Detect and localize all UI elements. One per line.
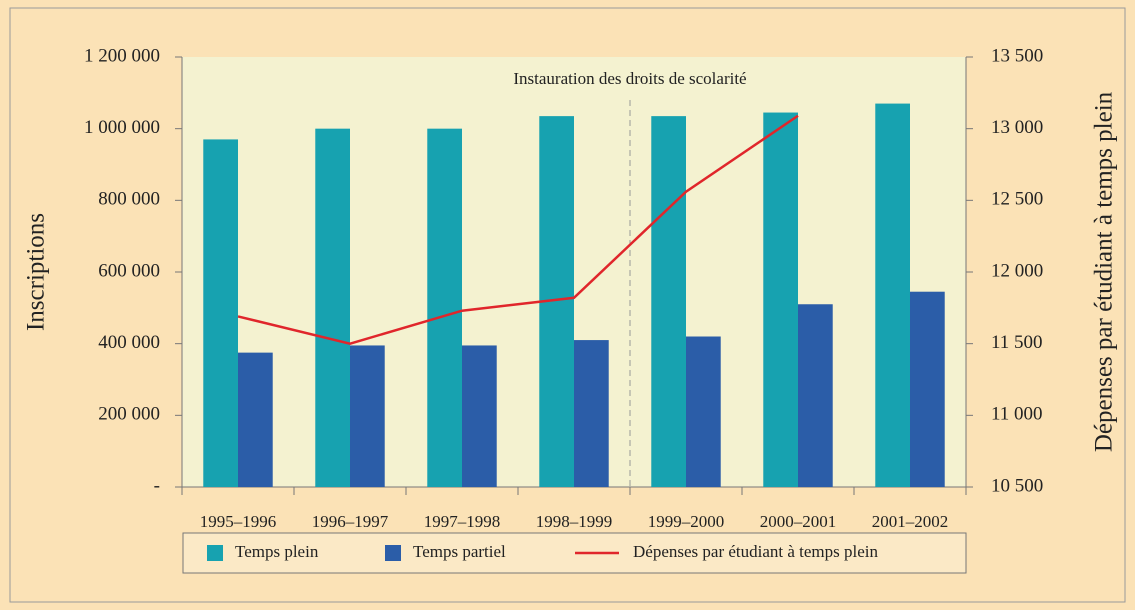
y-axis-title: Inscriptions — [23, 213, 50, 331]
y2-tick-label: 12 000 — [991, 260, 1043, 281]
bar — [427, 128, 462, 487]
y-tick-label: 1 200 000 — [84, 45, 160, 66]
y2-tick-label: 11 000 — [991, 404, 1043, 425]
y2-tick-label: 13 000 — [991, 117, 1043, 138]
legend-swatch — [385, 545, 401, 561]
bar — [875, 103, 910, 487]
y-tick-label: 800 000 — [98, 189, 160, 210]
bar — [238, 352, 273, 487]
y2-tick-label: 12 500 — [991, 189, 1043, 210]
bar — [686, 336, 721, 487]
y-tick-label: 600 000 — [98, 260, 160, 281]
x-tick-label: 1999–2000 — [648, 512, 725, 531]
bar — [651, 116, 686, 487]
y2-tick-label: 10 500 — [991, 475, 1043, 496]
x-tick-label: 2000–2001 — [760, 512, 837, 531]
legend-swatch — [207, 545, 223, 561]
bar — [203, 139, 238, 487]
bar — [574, 340, 609, 487]
y-tick-label: - — [154, 475, 160, 496]
y-tick-label: 200 000 — [98, 404, 160, 425]
x-tick-label: 1998–1999 — [536, 512, 613, 531]
x-tick-label: 1995–1996 — [200, 512, 277, 531]
bar — [462, 345, 497, 487]
bar — [798, 304, 833, 487]
x-tick-label: 2001–2002 — [872, 512, 949, 531]
bar — [350, 345, 385, 487]
legend-label: Dépenses par étudiant à temps plein — [633, 542, 879, 561]
y2-tick-label: 11 500 — [991, 332, 1043, 353]
legend-label: Temps plein — [235, 542, 319, 561]
y-tick-label: 1 000 000 — [84, 117, 160, 138]
bar — [763, 112, 798, 488]
y-tick-label: 400 000 — [98, 332, 160, 353]
frame — [9, 7, 1126, 603]
x-tick-label: 1997–1998 — [424, 512, 501, 531]
line — [237, 114, 799, 345]
annotation: Instauration des droits de scolarité — [513, 69, 746, 88]
x-tick-label: 1996–1997 — [312, 512, 389, 531]
bar — [910, 291, 945, 487]
y2-tick-label: 13 500 — [991, 45, 1043, 66]
y2-axis-title: Dépenses par étudiant à temps plein — [1091, 91, 1118, 452]
legend-box — [182, 532, 967, 574]
legend-label: Temps partiel — [413, 542, 506, 561]
bar — [315, 128, 350, 487]
